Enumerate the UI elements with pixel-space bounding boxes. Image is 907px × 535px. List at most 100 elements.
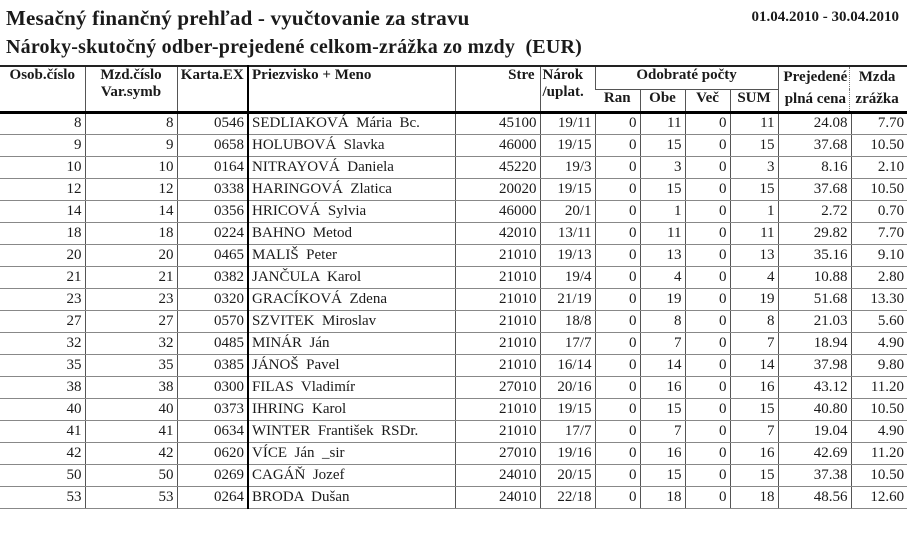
cell-karta-ex: 0634 (176, 420, 248, 443)
cell-mzda-zrazka: 10.50 (850, 464, 907, 487)
cell-stredisko: 46000 (454, 134, 540, 157)
cell-stredisko: 21010 (454, 420, 540, 443)
cell-sum: 3 (729, 156, 779, 179)
cell-karta-ex: 0620 (176, 442, 248, 465)
cell-ranajky: 0 (594, 332, 640, 355)
cell-ranajky: 0 (594, 200, 640, 223)
cell-osob-cislo: 32 (0, 332, 85, 355)
cell-ranajky: 0 (594, 376, 640, 399)
cell-stredisko: 21010 (454, 310, 540, 333)
table-row: 53 53 0264 BRODA Dušan 24010 22/18 0 18 … (0, 486, 907, 509)
cell-stredisko: 21010 (454, 288, 540, 311)
table-row: 42 42 0620 VÍCE Ján _sir 27010 19/16 0 1… (0, 442, 907, 465)
cell-narok-uplat: 19/13 (539, 244, 595, 267)
cell-priezvisko-meno: MINÁR Ján (247, 332, 455, 355)
cell-ranajky: 0 (594, 288, 640, 311)
cell-ranajky: 0 (594, 398, 640, 421)
cell-mzda-zrazka: 11.20 (850, 442, 907, 465)
col-header-prejedene-line2: plná cena (782, 89, 851, 110)
col-header-obed: Obe (639, 88, 685, 114)
cell-mzd-cislo: 9 (84, 134, 177, 157)
cell-stredisko: 21010 (454, 354, 540, 377)
cell-osob-cislo: 23 (0, 288, 85, 311)
cell-priezvisko-meno: WINTER František RSDr. (247, 420, 455, 443)
cell-mzda-zrazka: 11.20 (850, 376, 907, 399)
cell-mzda-zrazka: 9.10 (850, 244, 907, 267)
cell-mzda-zrazka: 10.50 (850, 134, 907, 157)
cell-priezvisko-meno: NITRAYOVÁ Daniela (247, 156, 455, 179)
report-header: Mesačný finančný prehľad - vyučtovanie z… (0, 0, 907, 32)
cell-narok-uplat: 19/15 (539, 134, 595, 157)
cell-mzda-zrazka: 7.70 (850, 222, 907, 245)
cell-mzd-cislo: 53 (84, 486, 177, 509)
cell-sum: 4 (729, 266, 779, 289)
cell-stredisko: 21010 (454, 266, 540, 289)
cell-prejedene-plna-cena: 35.16 (777, 244, 852, 267)
col-header-stredisko: Stre (454, 66, 540, 114)
cell-narok-uplat: 19/3 (539, 156, 595, 179)
cell-mzd-cislo: 10 (84, 156, 177, 179)
report-table: Osob.číslo Mzd.číslo Var.symb Karta.EX P… (0, 65, 907, 509)
col-group-header-odobrate-pocty: Odobraté počty (594, 66, 779, 90)
cell-vecera: 0 (684, 376, 730, 399)
cell-mzd-cislo: 38 (84, 376, 177, 399)
cell-stredisko: 27010 (454, 442, 540, 465)
cell-osob-cislo: 38 (0, 376, 85, 399)
cell-obed: 4 (639, 266, 685, 289)
cell-priezvisko-meno: JÁNOŠ Pavel (247, 354, 455, 377)
cell-ranajky: 0 (594, 354, 640, 377)
table-row: 10 10 0164 NITRAYOVÁ Daniela 45220 19/3 … (0, 156, 907, 179)
cell-vecera: 0 (684, 112, 730, 135)
cell-prejedene-plna-cena: 37.38 (777, 464, 852, 487)
cell-obed: 11 (639, 222, 685, 245)
table-row: 23 23 0320 GRACÍKOVÁ Zdena 21010 21/19 0… (0, 288, 907, 311)
col-header-var-symb: Var.symb (100, 84, 162, 101)
cell-vecera: 0 (684, 442, 730, 465)
cell-osob-cislo: 42 (0, 442, 85, 465)
cell-obed: 7 (639, 420, 685, 443)
cell-osob-cislo: 14 (0, 200, 85, 223)
cell-mzd-cislo: 42 (84, 442, 177, 465)
cell-karta-ex: 0658 (176, 134, 248, 157)
col-header-prejedene-line1: Prejedené (782, 67, 851, 90)
cell-osob-cislo: 12 (0, 178, 85, 201)
report-table-body: 8 8 0546 SEDLIAKOVÁ Mária Bc. 45100 19/1… (0, 112, 907, 509)
cell-prejedene-plna-cena: 51.68 (777, 288, 852, 311)
cell-ranajky: 0 (594, 244, 640, 267)
cell-prejedene-plna-cena: 19.04 (777, 420, 852, 443)
cell-narok-uplat: 20/15 (539, 464, 595, 487)
cell-stredisko: 45220 (454, 156, 540, 179)
cell-karta-ex: 0385 (176, 354, 248, 377)
cell-karta-ex: 0300 (176, 376, 248, 399)
cell-priezvisko-meno: GRACÍKOVÁ Zdena (247, 288, 455, 311)
cell-priezvisko-meno: SEDLIAKOVÁ Mária Bc. (247, 112, 455, 135)
cell-mzda-zrazka: 13.30 (850, 288, 907, 311)
cell-priezvisko-meno: HRICOVÁ Sylvia (247, 200, 455, 223)
cell-narok-uplat: 17/7 (539, 420, 595, 443)
cell-sum: 14 (729, 354, 779, 377)
col-header-karta-ex: Karta.EX (176, 66, 248, 114)
cell-narok-uplat: 17/7 (539, 332, 595, 355)
cell-narok-uplat: 18/8 (539, 310, 595, 333)
cell-narok-uplat: 22/18 (539, 486, 595, 509)
table-row: 21 21 0382 JANČULA Karol 21010 19/4 0 4 … (0, 266, 907, 289)
cell-karta-ex: 0320 (176, 288, 248, 311)
table-row: 38 38 0300 FILAS Vladimír 27010 20/16 0 … (0, 376, 907, 399)
cell-vecera: 0 (684, 288, 730, 311)
cell-prejedene-plna-cena: 2.72 (777, 200, 852, 223)
cell-vecera: 0 (684, 222, 730, 245)
cell-sum: 15 (729, 178, 779, 201)
cell-stredisko: 24010 (454, 464, 540, 487)
cell-priezvisko-meno: MALIŠ Peter (247, 244, 455, 267)
cell-karta-ex: 0485 (176, 332, 248, 355)
cell-narok-uplat: 20/1 (539, 200, 595, 223)
cell-osob-cislo: 21 (0, 266, 85, 289)
cell-obed: 15 (639, 178, 685, 201)
cell-mzd-cislo: 18 (84, 222, 177, 245)
col-header-priezvisko-meno: Priezvisko + Meno (247, 66, 455, 114)
cell-obed: 14 (639, 354, 685, 377)
cell-prejedene-plna-cena: 37.68 (777, 178, 852, 201)
cell-osob-cislo: 8 (0, 112, 85, 135)
cell-karta-ex: 0356 (176, 200, 248, 223)
cell-sum: 16 (729, 376, 779, 399)
